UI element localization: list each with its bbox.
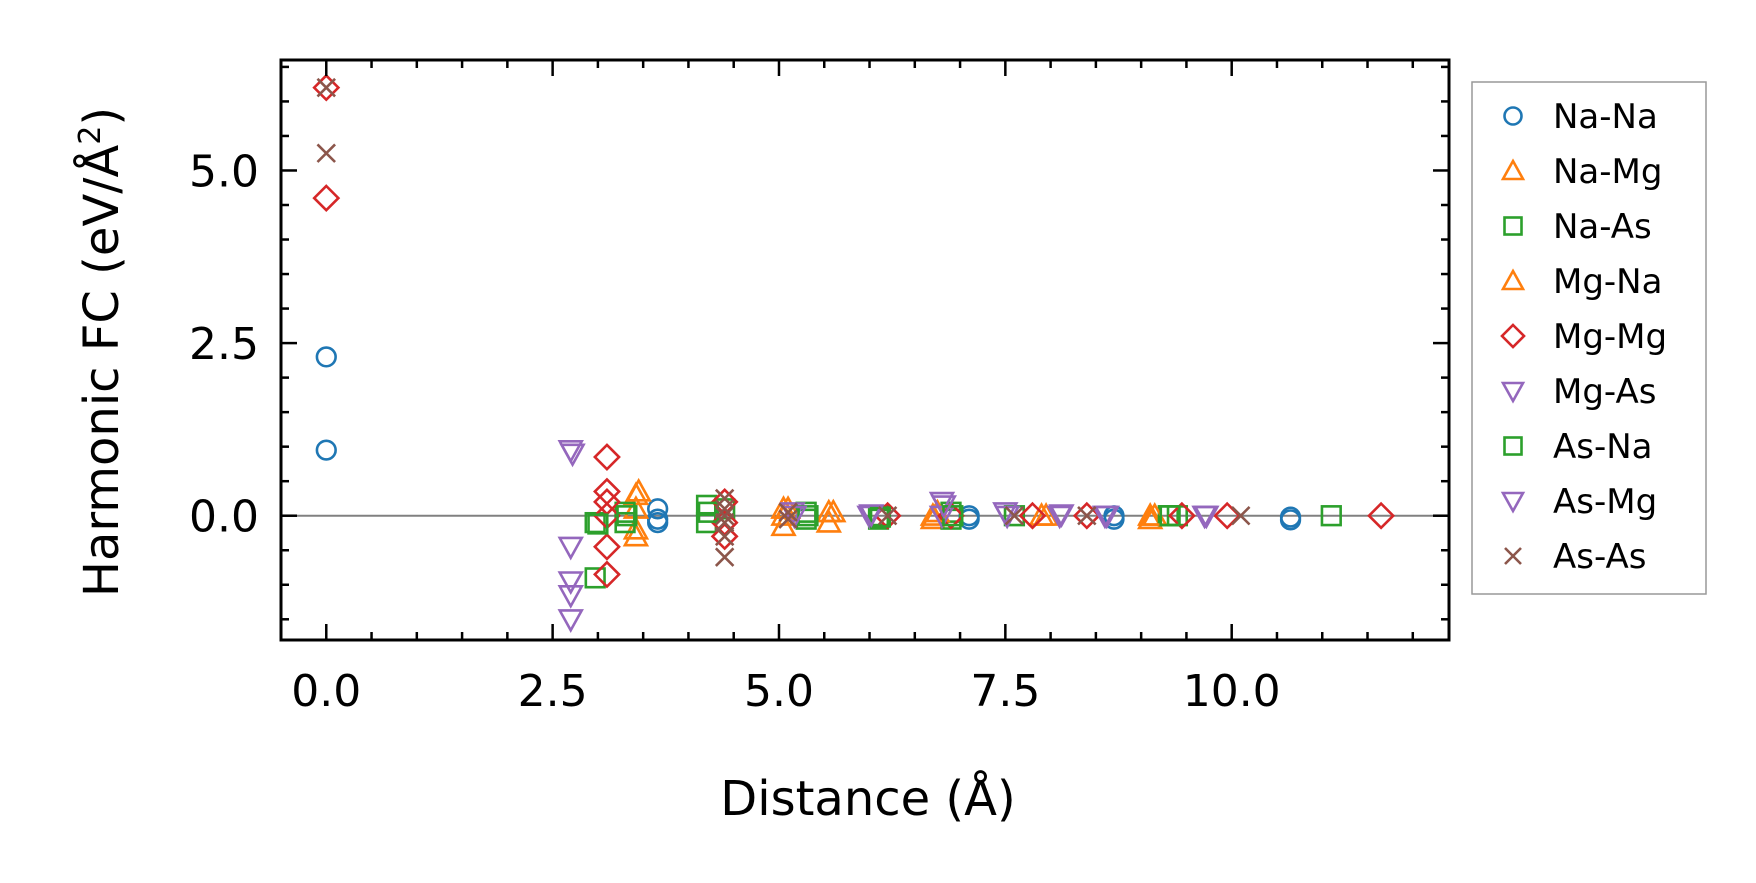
data-point: [317, 348, 336, 367]
data-point: [716, 528, 734, 546]
harmonic-fc-scatter-chart: 0.0 2.5 5.0 7.5 10.0 0.0 2.5 5.0 Distance (Å) H…: [0, 0, 1756, 883]
data-point: [560, 586, 582, 606]
legend-label: As-Na: [1553, 427, 1653, 467]
data-point: [716, 548, 734, 566]
data-point: [595, 535, 619, 559]
x-axis-label: Distance (Å): [720, 770, 1015, 827]
data-point: [314, 186, 338, 210]
legend-label: Na-Mg: [1553, 152, 1662, 192]
data-point: [586, 569, 605, 588]
data-point: [595, 445, 619, 469]
plot-area: [281, 76, 1449, 631]
x-tick-label: 5.0: [744, 666, 814, 717]
data-point: [560, 573, 582, 593]
data-point: [317, 79, 335, 97]
y-tick-label: 5.0: [189, 146, 259, 197]
data-point: [595, 562, 619, 586]
data-point: [317, 441, 336, 460]
y-axis-label-close: ): [74, 107, 130, 126]
data-point: [560, 538, 582, 558]
y-tick-label: 2.5: [189, 319, 259, 370]
y-axis-label-exponent: 2: [73, 126, 108, 145]
data-point: [562, 445, 584, 465]
x-tick-label: 2.5: [518, 666, 588, 717]
legend-label: Na-As: [1553, 207, 1652, 247]
data-point: [560, 610, 582, 630]
legend: Na-Na Na-Mg Na-As Mg-Na Mg-Mg Mg-As As-Na As-Mg…: [1472, 82, 1706, 594]
legend-label: As-Mg: [1553, 482, 1657, 522]
y-tick-label: 0.0: [189, 492, 259, 543]
data-point: [317, 144, 335, 162]
x-tick-label: 7.5: [970, 666, 1040, 717]
legend-label: As-As: [1553, 537, 1646, 577]
series-mg-as: [560, 441, 1216, 630]
data-point: [625, 525, 647, 545]
y-axis-label-main: Harmonic FC (eV/Å: [73, 145, 130, 598]
legend-label: Mg-Mg: [1553, 317, 1667, 357]
legend-label: Mg-As: [1553, 372, 1656, 412]
series-as-as: [317, 79, 1249, 566]
x-tick-label: 10.0: [1183, 666, 1281, 717]
axes: 0.0 2.5 5.0 7.5 10.0 0.0 2.5 5.0: [189, 60, 1449, 717]
series-na-na: [317, 348, 1300, 532]
plot-frame: [281, 60, 1449, 640]
series-mg-mg: [314, 76, 1393, 587]
x-tick-label: 0.0: [291, 666, 361, 717]
legend-label: Na-Na: [1553, 97, 1658, 137]
legend-label: Mg-Na: [1553, 262, 1662, 302]
y-axis-label: Harmonic FC (eV/Å2): [73, 107, 130, 597]
